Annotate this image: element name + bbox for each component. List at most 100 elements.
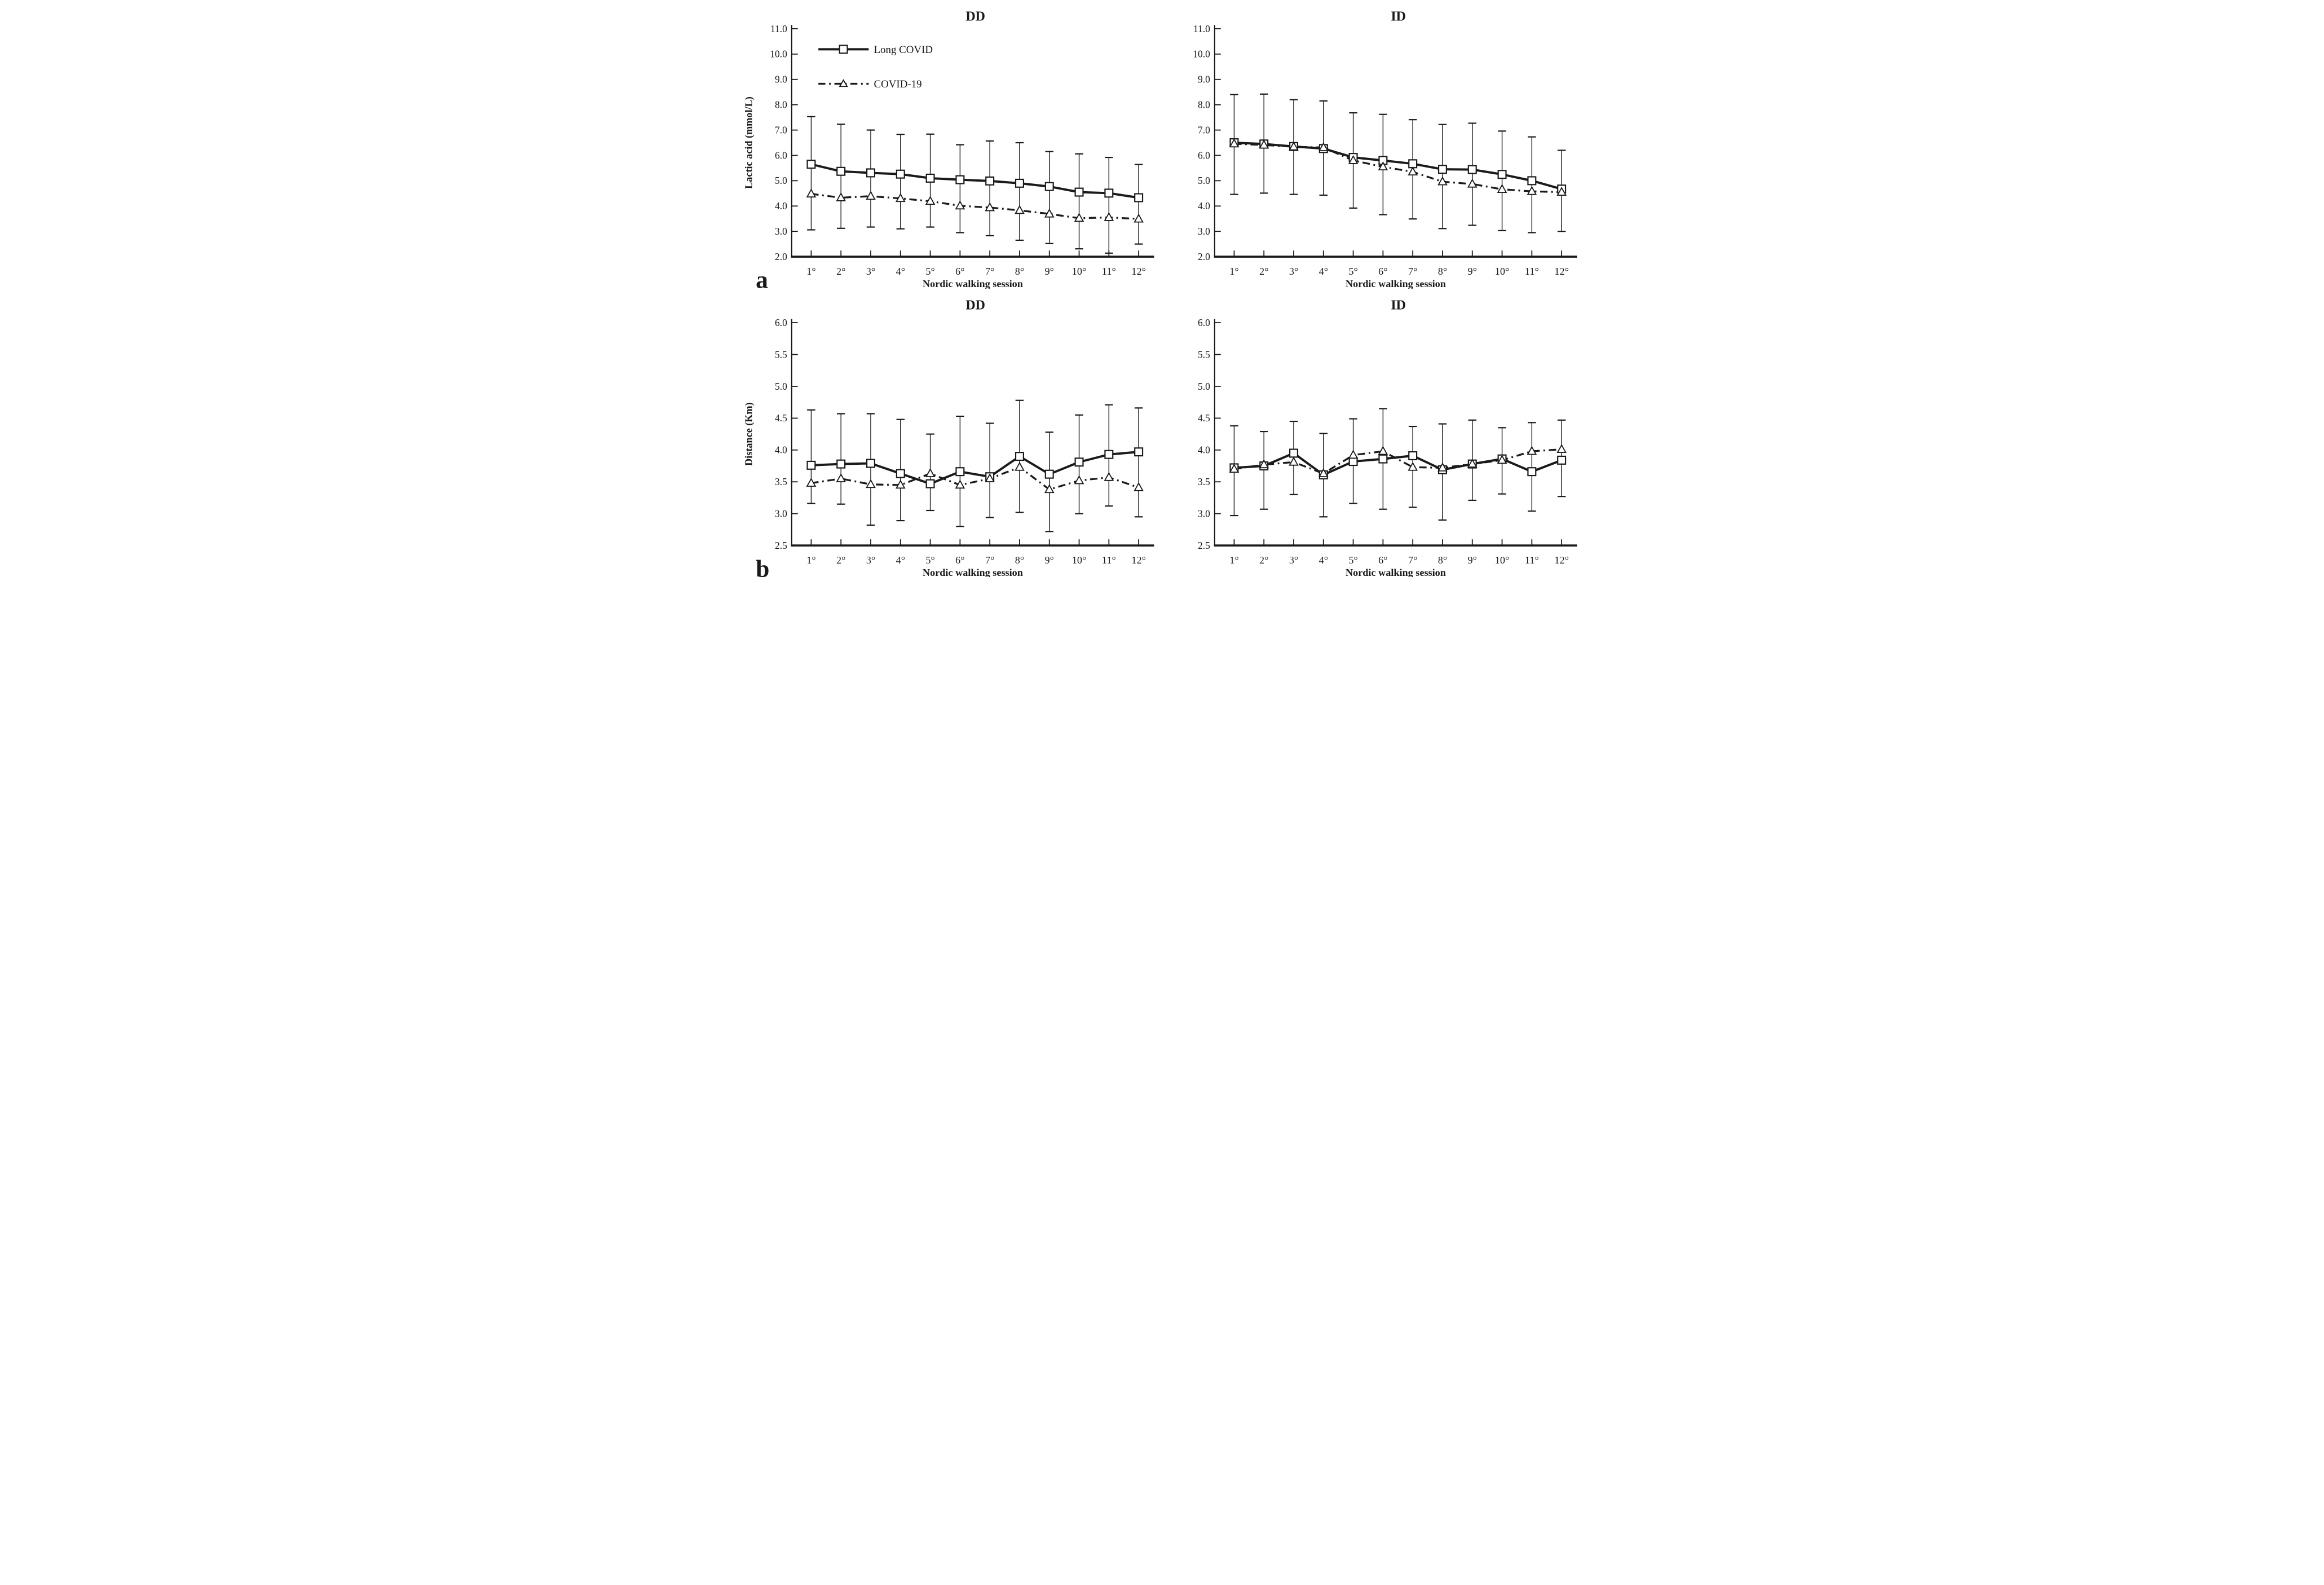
legend-triangle-marker xyxy=(838,79,848,87)
y-tick-label: 10.0 xyxy=(770,49,787,60)
x-tick-label: 7° xyxy=(1408,554,1417,566)
y-tick-label: 11.0 xyxy=(770,23,787,34)
square-marker xyxy=(1289,448,1298,457)
square-marker xyxy=(985,176,994,186)
y-tick-label: 5.0 xyxy=(1197,380,1210,391)
square-marker xyxy=(866,168,875,178)
triangle-marker xyxy=(1104,472,1114,481)
square-marker xyxy=(836,166,845,176)
y-tick-label: 3.0 xyxy=(774,226,787,237)
y-tick-label: 3.0 xyxy=(774,508,787,519)
x-tick-label: 11° xyxy=(1101,554,1115,566)
x-tick-label: 12° xyxy=(1131,266,1145,277)
square-marker xyxy=(806,460,815,470)
square-marker xyxy=(1104,188,1113,198)
square-marker xyxy=(1348,456,1358,466)
x-axis-title: Nordic walking session xyxy=(923,278,1023,289)
triangle-marker xyxy=(1229,463,1239,473)
square-marker xyxy=(925,479,935,488)
triangle-marker xyxy=(1407,166,1418,176)
square-marker xyxy=(1437,165,1447,174)
x-tick-label: 9° xyxy=(1467,554,1476,566)
square-marker xyxy=(1408,451,1417,460)
x-tick-label: 8° xyxy=(1437,266,1447,277)
x-tick-label: 11° xyxy=(1524,266,1538,277)
square-marker xyxy=(1527,176,1536,186)
x-tick-label: 4° xyxy=(1318,554,1328,566)
square-marker xyxy=(1044,182,1054,191)
series-line-covid-19 xyxy=(810,465,1139,491)
y-tick-label: 3.0 xyxy=(1197,226,1210,237)
panel-letter: a xyxy=(756,266,768,288)
x-tick-label: 1° xyxy=(1229,554,1238,566)
panel-title: DD xyxy=(965,298,985,312)
x-tick-label: 5° xyxy=(925,554,934,566)
square-marker xyxy=(1408,159,1417,169)
panel-id-lactic: 11.0 10.0 9.0 8.0 7.0 6.0 5.0 4.0 3.0 2.0 1° 2° 3° 4°… xyxy=(1162,0,1585,289)
triangle-marker xyxy=(1527,446,1537,455)
y-tick-label: 4.0 xyxy=(1197,200,1210,212)
x-tick-label: 1° xyxy=(806,266,815,277)
x-tick-label: 9° xyxy=(1044,266,1053,277)
triangle-marker xyxy=(835,192,846,201)
triangle-marker xyxy=(955,200,965,210)
id-distance-chart: 6.0 5.5 5.0 4.5 4.0 3.5 3.0 2.5 1° 2° 3° 4° 5° 6° 7° 8°… xyxy=(1197,298,1577,577)
triangle-marker xyxy=(895,193,906,202)
series-line-long-covid xyxy=(810,163,1139,199)
y-tick-label: 10.0 xyxy=(1193,49,1210,60)
triangle-marker xyxy=(1318,468,1329,477)
square-marker xyxy=(1134,447,1143,456)
y-tick-label: 5.5 xyxy=(774,349,787,360)
x-tick-label: 12° xyxy=(1131,554,1145,566)
x-tick-label: 4° xyxy=(896,266,905,277)
triangle-marker xyxy=(1556,443,1567,453)
x-tick-label: 8° xyxy=(1015,554,1024,566)
x-tick-label: 4° xyxy=(1318,266,1328,277)
x-tick-label: 2° xyxy=(836,266,845,277)
triangle-marker xyxy=(865,191,876,200)
series-line-long-covid xyxy=(1233,142,1562,191)
square-marker xyxy=(1015,451,1024,461)
triangle-marker xyxy=(1467,458,1478,468)
triangle-marker xyxy=(1044,208,1055,218)
y-tick-label: 2.0 xyxy=(774,251,787,262)
x-tick-label: 9° xyxy=(1044,554,1053,566)
triangle-marker xyxy=(1258,139,1269,149)
triangle-marker xyxy=(1556,187,1567,196)
x-tick-label: 11° xyxy=(1524,554,1538,566)
dd-distance-chart: 6.0 5.5 5.0 4.5 4.0 3.5 3.0 2.5 1° 2° 3° 4° 5° 6° 7° 8°… xyxy=(743,298,1154,577)
y-tick-label: 4.0 xyxy=(774,444,787,455)
legend: Long COVID COVID-19 xyxy=(818,44,933,90)
triangle-marker xyxy=(1133,482,1144,491)
panel-id-distance: 6.0 5.5 5.0 4.5 4.0 3.5 3.0 2.5 1° 2° 3° 4° 5° 6° 7° 8°… xyxy=(1162,289,1585,577)
square-marker xyxy=(896,169,905,179)
square-marker xyxy=(925,173,935,183)
id-lactic-chart: 11.0 10.0 9.0 8.0 7.0 6.0 5.0 4.0 3.0 2.0 1° 2° 3° 4°… xyxy=(1193,9,1577,289)
x-tick-label: 8° xyxy=(1015,266,1024,277)
triangle-marker xyxy=(1014,205,1025,214)
square-marker xyxy=(1497,170,1507,179)
x-tick-label: 7° xyxy=(985,266,994,277)
legend-label: COVID-19 xyxy=(874,78,921,90)
x-tick-label: 9° xyxy=(1467,266,1476,277)
x-tick-label: 6° xyxy=(955,266,964,277)
y-axis-title: Lactic acid (mmol/L) xyxy=(743,96,755,189)
x-tick-label: 3° xyxy=(866,266,875,277)
triangle-marker xyxy=(1407,461,1418,471)
x-tick-label: 11° xyxy=(1101,266,1115,277)
panel-dd-lactic: 11.0 10.0 9.0 8.0 7.0 6.0 5.0 4.0 3.0 2.0 1° 2° 3° 4°… xyxy=(739,0,1162,289)
x-axis-title: Nordic walking session xyxy=(1346,566,1446,577)
square-marker xyxy=(896,469,905,478)
panel-dd-distance: 6.0 5.5 5.0 4.5 4.0 3.5 3.0 2.5 1° 2° 3° 4° 5° 6° 7° 8°… xyxy=(739,289,1162,577)
y-tick-label: 4.5 xyxy=(1197,412,1210,424)
y-tick-label: 7.0 xyxy=(1197,124,1210,135)
y-tick-label: 2.5 xyxy=(774,539,787,551)
panel-title: DD xyxy=(965,9,985,24)
square-marker xyxy=(1015,178,1024,188)
triangle-marker xyxy=(925,468,935,477)
square-marker xyxy=(1467,165,1477,174)
x-tick-label: 5° xyxy=(925,266,934,277)
y-tick-label: 2.5 xyxy=(1197,539,1210,551)
y-tick-label: 5.0 xyxy=(774,380,787,391)
triangle-marker xyxy=(1288,141,1299,151)
